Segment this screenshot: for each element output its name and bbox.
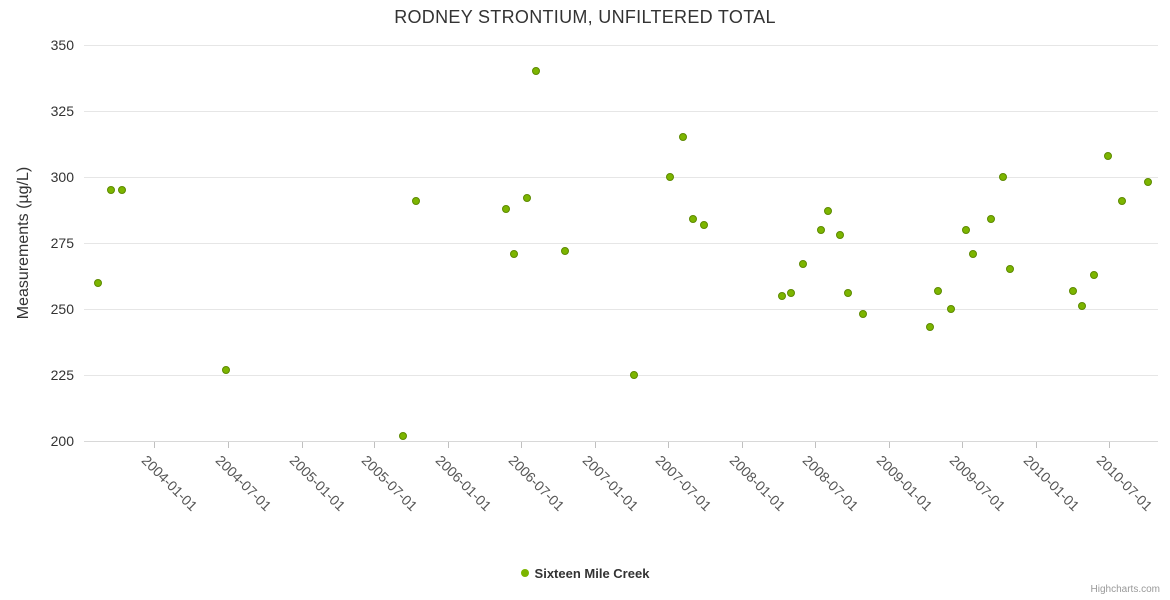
- data-point[interactable]: [799, 260, 808, 269]
- x-axis-tick-label: 2005-07-01: [358, 452, 421, 514]
- x-axis-tick-label: 2004-07-01: [212, 452, 275, 514]
- x-axis-tick-label: 2006-07-01: [505, 452, 568, 514]
- data-point[interactable]: [106, 186, 115, 195]
- data-point[interactable]: [412, 196, 421, 205]
- data-point[interactable]: [787, 289, 796, 298]
- x-tick-mark: [301, 442, 303, 448]
- legend-label: Sixteen Mile Creek: [534, 565, 650, 581]
- y-axis-tick-label: 250: [50, 301, 74, 317]
- y-gridline: [84, 45, 1158, 46]
- x-axis-tick-label: 2010-07-01: [1093, 452, 1156, 514]
- data-point[interactable]: [934, 286, 943, 295]
- data-point[interactable]: [859, 310, 868, 319]
- data-point[interactable]: [926, 323, 934, 332]
- data-point[interactable]: [1006, 265, 1015, 274]
- data-point[interactable]: [117, 186, 126, 195]
- data-point[interactable]: [1090, 270, 1099, 279]
- data-point[interactable]: [962, 225, 971, 234]
- x-axis-line: [84, 441, 1158, 442]
- x-tick-mark: [667, 442, 669, 448]
- y-axis-tick-label: 200: [50, 433, 74, 449]
- y-gridline: [84, 243, 1158, 244]
- data-point[interactable]: [824, 207, 833, 216]
- data-point[interactable]: [398, 431, 407, 440]
- x-axis-tick-label: 2009-01-01: [873, 452, 936, 514]
- data-point[interactable]: [836, 231, 845, 240]
- data-point[interactable]: [1104, 151, 1113, 160]
- data-point[interactable]: [1078, 302, 1087, 311]
- y-axis-tick-label: 275: [50, 235, 74, 251]
- x-axis-tick-label: 2007-07-01: [652, 452, 715, 514]
- data-point[interactable]: [1144, 178, 1153, 187]
- x-tick-mark: [815, 442, 816, 448]
- data-point[interactable]: [679, 133, 688, 142]
- y-axis-tick-label: 325: [50, 103, 74, 119]
- data-point[interactable]: [94, 278, 103, 287]
- data-point[interactable]: [502, 204, 511, 213]
- y-gridline: [84, 309, 1158, 310]
- x-tick-mark: [227, 442, 229, 448]
- credits-link[interactable]: Highcharts.com: [1090, 584, 1160, 595]
- data-point[interactable]: [999, 173, 1008, 181]
- data-point[interactable]: [817, 225, 826, 234]
- x-tick-mark: [1108, 442, 1110, 448]
- x-tick-mark: [448, 442, 450, 448]
- data-point[interactable]: [778, 291, 787, 300]
- x-tick-mark: [595, 442, 597, 448]
- data-point[interactable]: [510, 249, 519, 258]
- data-point[interactable]: [700, 220, 709, 229]
- legend-marker-icon: [520, 569, 529, 577]
- x-axis-tick-label: 2005-01-01: [286, 452, 349, 514]
- x-axis-tick-label: 2010-01-01: [1020, 452, 1083, 514]
- y-axis-tick-label: 225: [50, 367, 74, 383]
- chart-title: RODNEY STRONTIUM, UNFILTERED TOTAL: [394, 7, 776, 27]
- data-point[interactable]: [531, 67, 540, 76]
- legend-item-sixteen-mile-creek[interactable]: Sixteen Mile Creek: [520, 565, 650, 581]
- x-tick-mark: [374, 442, 376, 448]
- y-gridline: [84, 177, 1158, 178]
- data-point[interactable]: [666, 173, 675, 181]
- data-point[interactable]: [523, 194, 532, 203]
- y-gridline: [84, 375, 1158, 376]
- x-tick-mark: [1035, 442, 1037, 448]
- x-axis-tick-label: 2006-01-01: [432, 452, 495, 514]
- data-point[interactable]: [630, 371, 639, 379]
- x-axis-tick-label: 2009-07-01: [946, 452, 1009, 514]
- x-axis-tick-label: 2007-01-01: [579, 452, 642, 514]
- data-point[interactable]: [987, 215, 996, 224]
- data-point[interactable]: [561, 246, 570, 255]
- y-gridline: [84, 111, 1158, 112]
- data-point[interactable]: [221, 365, 230, 374]
- x-axis-tick-label: 2004-01-01: [139, 452, 202, 514]
- legend: Sixteen Mile Creek: [0, 564, 1170, 582]
- data-point[interactable]: [1069, 286, 1078, 295]
- x-tick-mark: [154, 442, 156, 448]
- data-point[interactable]: [969, 249, 978, 258]
- data-point[interactable]: [689, 215, 698, 224]
- x-tick-mark: [961, 442, 963, 448]
- y-axis-tick-label: 350: [50, 37, 74, 53]
- x-tick-mark: [521, 442, 523, 448]
- data-point[interactable]: [947, 305, 956, 313]
- x-axis-tick-label: 2008-07-01: [799, 452, 862, 514]
- x-axis-tick-label: 2008-01-01: [726, 452, 789, 514]
- y-axis-tick-label: 300: [50, 169, 74, 185]
- x-tick-mark: [888, 442, 890, 448]
- data-point[interactable]: [843, 289, 852, 298]
- data-point[interactable]: [1118, 196, 1127, 205]
- x-tick-mark: [741, 442, 743, 448]
